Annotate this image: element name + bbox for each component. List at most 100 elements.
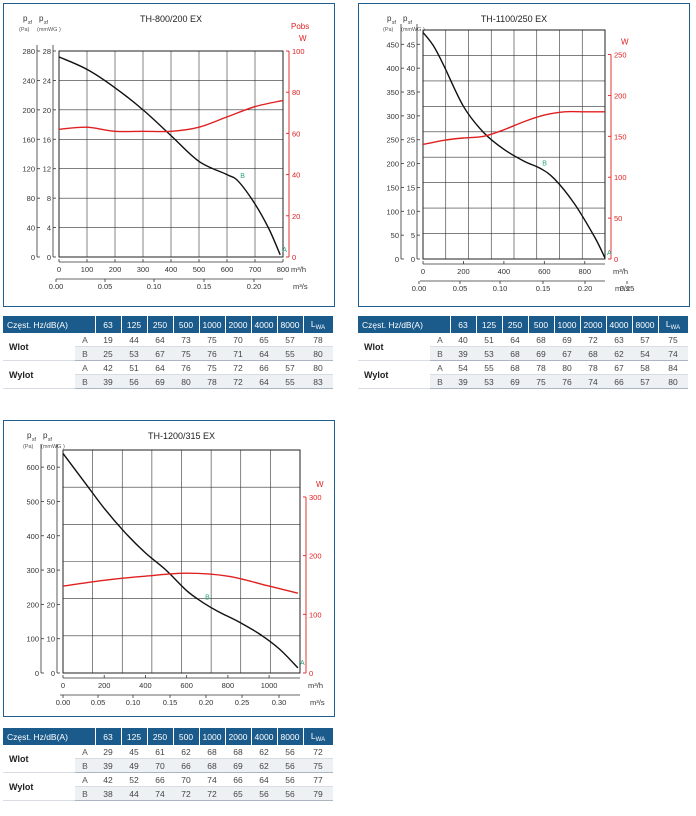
x-tick-label-m3h: 600 [538,267,551,276]
table-cell-lwa: 83 [303,374,333,389]
x-tick-label-m3h: 0 [421,267,425,276]
table-header-freq: 2000 [580,316,607,333]
mmwg-tick-label: 20 [47,600,55,609]
table-cell-value: 66 [147,772,173,787]
x-tick-label-m3h: 800 [579,267,592,276]
power-tick-label: 100 [292,47,305,56]
pressure-curve [62,452,299,669]
x-tick-label-m3s: 0.05 [98,282,113,291]
table-cell-value: 75 [528,374,554,389]
mmwg-tick-label: 40 [407,64,415,73]
power-axis-unit: W [316,480,324,489]
y-axis-unit-pa: (Pa) [23,444,34,450]
table-header-freq: 250 [147,728,174,745]
mmwg-tick-label: 10 [47,635,55,644]
operating-point-a: A [282,247,287,254]
table-header-frequency: Częst. Hz/dB(A) [358,316,451,333]
x-tick-label-m3h: 200 [457,267,470,276]
pa-tick-label: 120 [22,165,35,174]
table-cell-value: 66 [225,772,251,787]
mmwg-tick-label: 24 [43,76,51,85]
x-tick-label-m3h: 500 [193,265,206,274]
table-cell-lwa: 77 [303,772,333,787]
table-cell-variant: A [75,333,95,347]
table-cell-value: 72 [225,360,251,375]
pa-tick-label: 600 [26,463,39,472]
table-cell-value: 70 [225,333,251,347]
table-cell-value: 78 [528,360,554,375]
table-row: Wlot A 19 44 64 73 75 70 65 57 78 [3,333,333,361]
fan-curve-chart-th-1100-250: TH-1100/250 EXp sf p sf(Pa) (mmWG )050100150… [383,14,634,293]
table-header-freq: 500 [173,316,200,333]
table-cell-value: 51 [121,360,147,375]
table-cell-value: 64 [251,346,277,361]
pa-tick-label: 0 [31,253,35,262]
table-cell-value: 80 [173,374,199,389]
table-cell-value: 66 [251,360,277,375]
x-tick-label-m3s: 0.15 [163,698,178,707]
operating-point-a: A [300,660,305,667]
table-cell-value: 78 [199,374,225,389]
x-axis-unit-m3s: m³/s [615,284,630,293]
table-cell-value: 72 [225,374,251,389]
table-cell-value: 56 [277,786,303,801]
power-curve [422,110,605,146]
pa-tick-label: 100 [26,635,39,644]
table-row: B 39 56 69 80 78 72 64 55 83 [3,374,333,389]
x-tick-label-m3h: 600 [180,681,193,690]
table-header-freq: 2000 [225,316,252,333]
power-tick-label: 80 [292,88,300,97]
table-cell-value: 53 [121,346,147,361]
table-row: Wlot A 29 45 61 62 68 68 62 56 72 [3,745,333,773]
mmwg-tick-label: 8 [47,194,51,203]
mmwg-tick-label: 4 [47,224,51,233]
pa-tick-label: 50 [391,231,399,240]
chart-title: TH-1100/250 EX [481,14,547,24]
plot-frame [58,50,284,258]
table-cell-value: 74 [199,772,225,787]
power-curve [58,99,284,133]
table-cell-value: 69 [554,333,580,347]
table-cell-value: 74 [580,374,606,389]
x-tick-label-m3h: 400 [498,267,511,276]
table-header-freq: 500 [173,728,200,745]
x-tick-label-m3s: 0.30 [272,698,287,707]
table-cell-value: 64 [251,772,277,787]
power-tick-label: 0 [309,669,313,678]
x-tick-label-m3h: 600 [221,265,234,274]
pressure-curve [422,31,606,259]
noise-table-th-1100-250: Częst. Hz/dB(A) 63 125 250 500 1000 2000 4000 80… [358,316,689,389]
plot-frame [62,449,301,674]
x-tick-label-m3s: 0.20 [199,698,214,707]
x-tick-label-m3s: 0.10 [147,282,162,291]
y-axis-label-pa-sub: sf [32,437,37,443]
table-cell-value: 44 [121,786,147,801]
operating-point-a: A [607,250,612,257]
chart-title: TH-800/200 EX [140,14,202,24]
table-cell-value: 70 [173,772,199,787]
table-group-label: Wylot [3,360,75,389]
power-tick-label: 100 [309,610,322,619]
table-cell-value: 69 [528,346,554,361]
table-cell-value: 39 [450,346,476,361]
mmwg-tick-label: 35 [407,88,415,97]
table-cell-value: 64 [147,333,173,347]
chart-panel-th-800-200: TH-800/200 EX p sf p sf (Pa) (mmWG ) 0 40 80 120 16… [3,3,335,307]
power-tick-label: 40 [292,171,300,180]
pa-tick-label: 250 [386,136,399,145]
table-header-frequency: Częst. Hz/dB(A) [3,728,96,745]
x-tick-label-m3s: 0.15 [536,284,551,293]
pa-tick-label: 300 [386,112,399,121]
power-tick-label: 100 [614,173,627,182]
mmwg-tick-label: 60 [47,463,55,472]
table-cell-value: 68 [225,745,251,759]
x-tick-label-m3h: 200 [98,681,111,690]
power-tick-label: 20 [292,212,300,221]
table-cell-value: 45 [121,745,147,759]
x-tick-label-m3h: 700 [249,265,262,274]
table-group-label: Wylot [3,772,75,801]
y-axis-unit-mmwg: (mmWG ) [37,27,61,33]
table-row: B 39 49 70 66 68 69 62 56 75 [3,758,333,773]
table-cell-variant: A [430,333,450,347]
table-row: Wlot A 40 51 64 68 69 72 63 57 75 [358,333,688,361]
